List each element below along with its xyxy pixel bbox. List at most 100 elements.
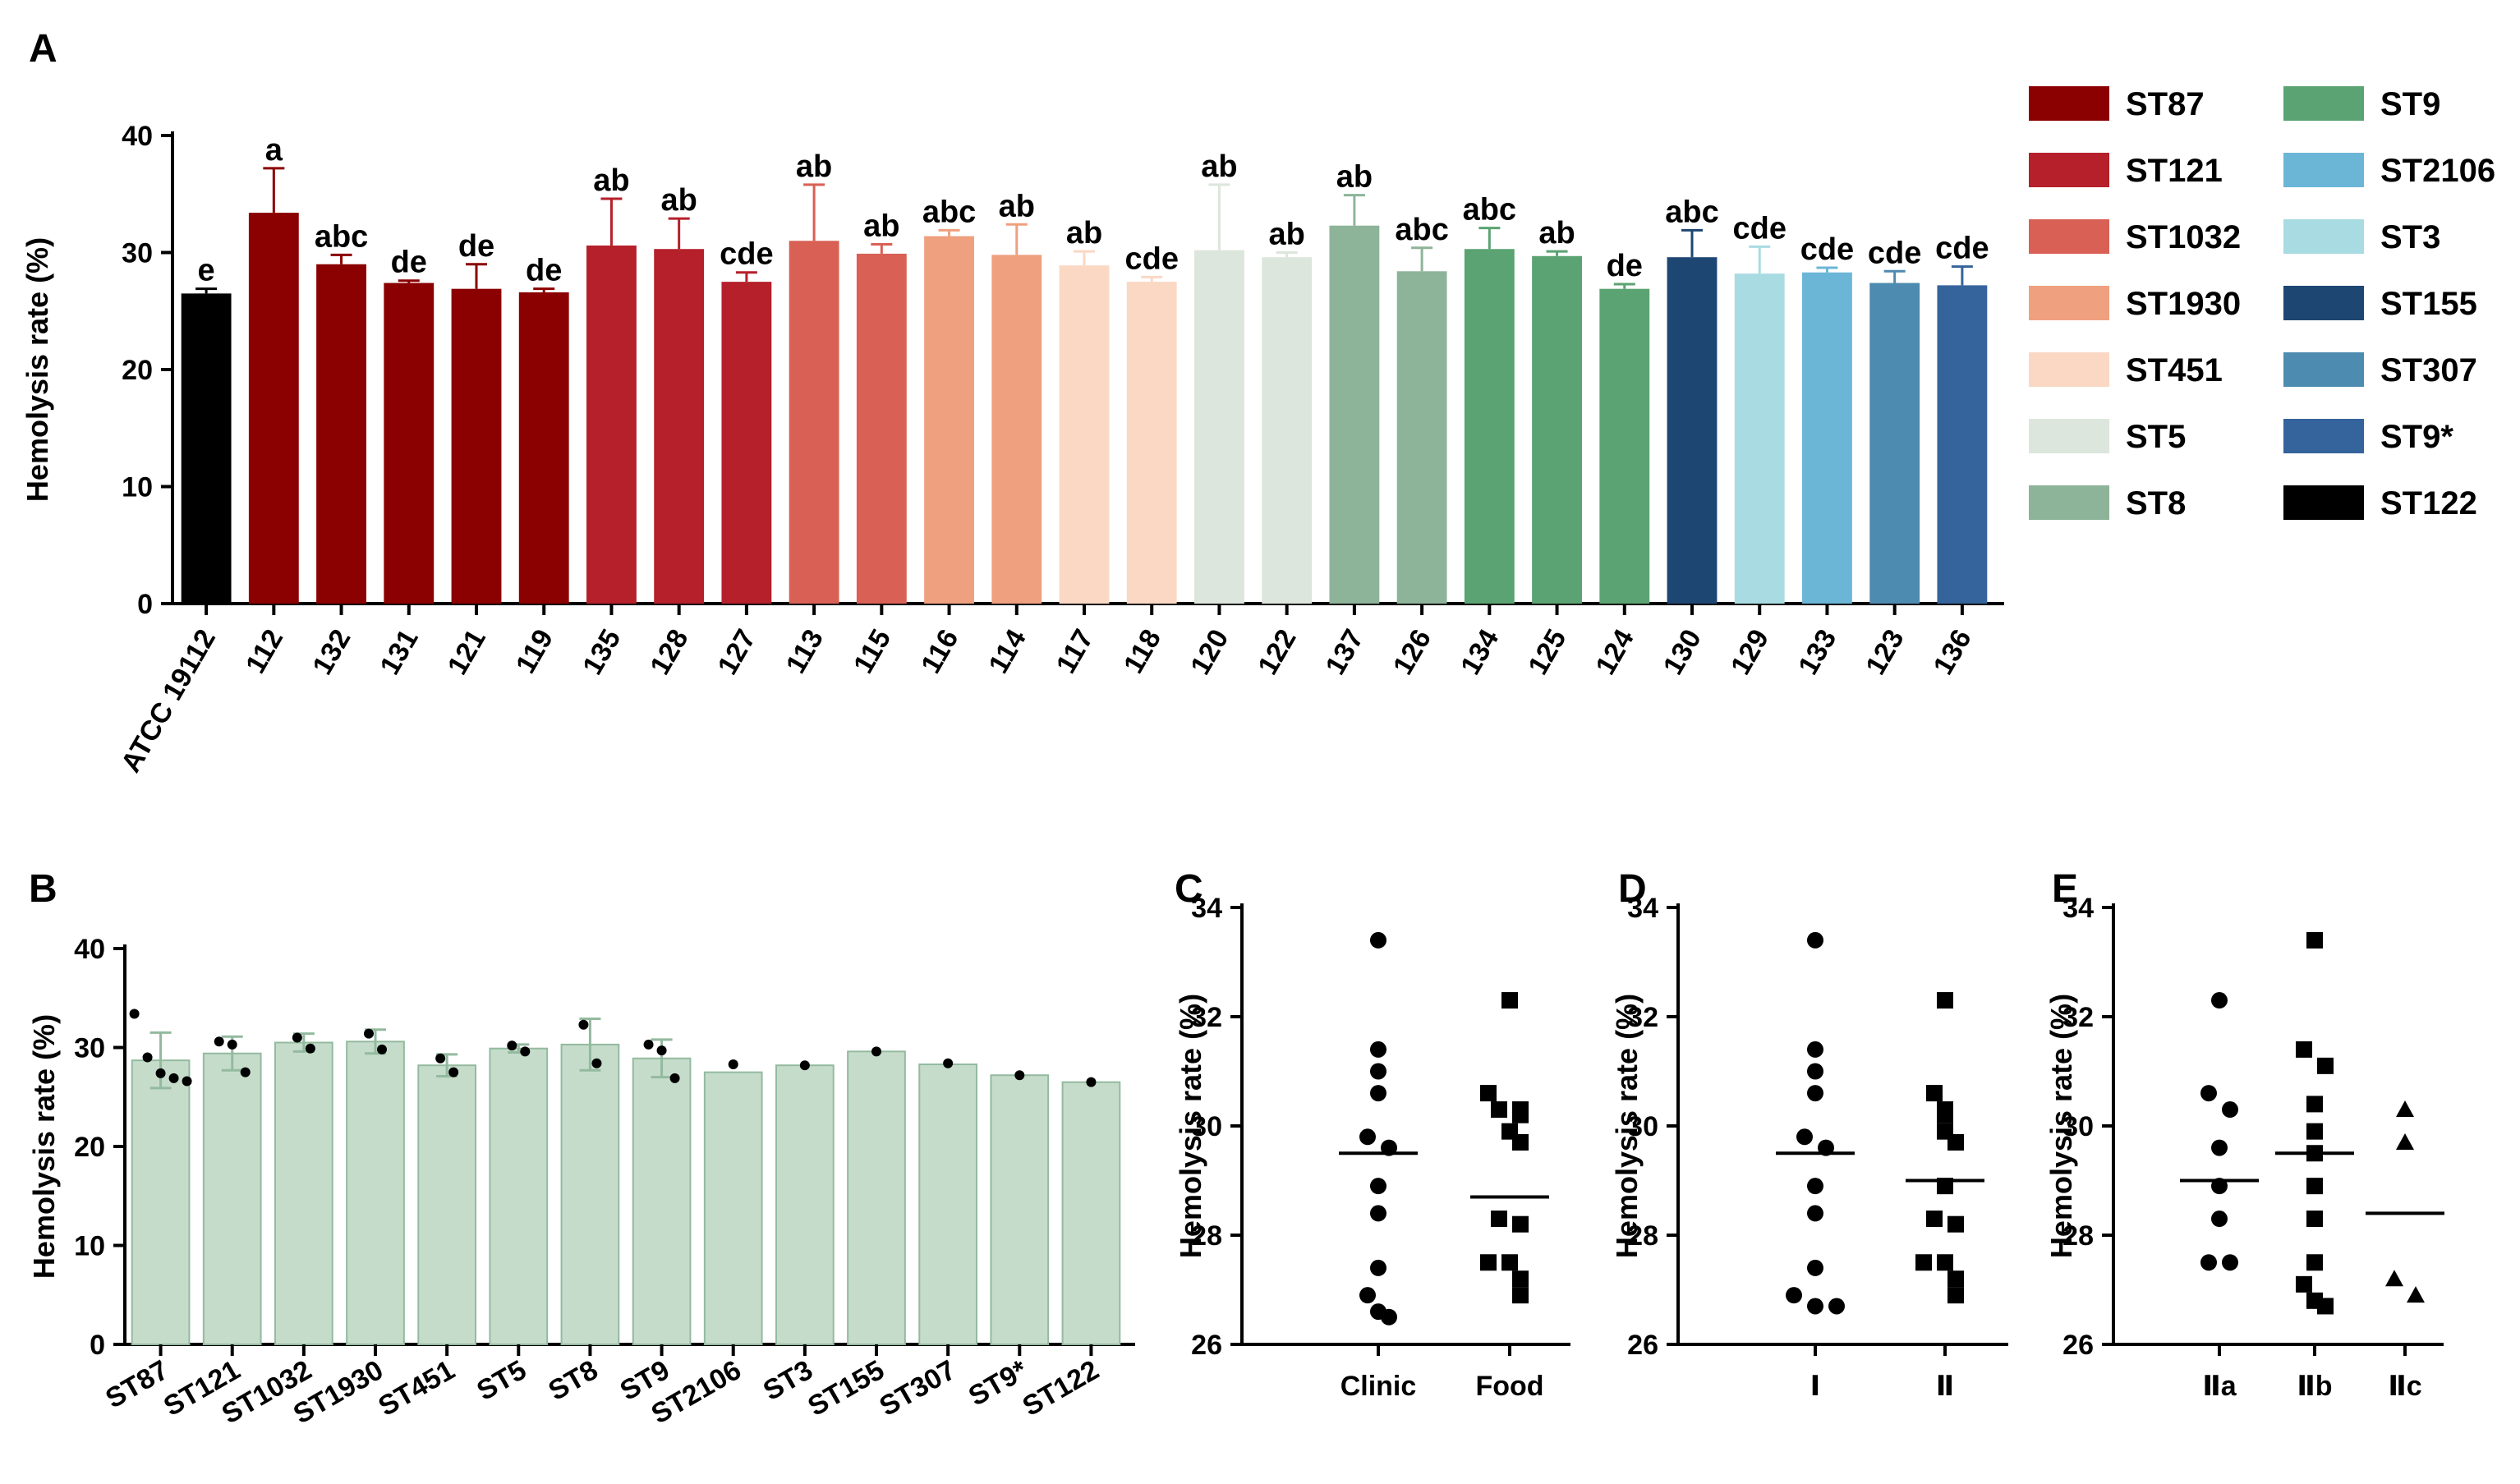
panel-a-x-tick-label: 124 xyxy=(1589,624,1639,680)
panel-c-data-point xyxy=(1370,1041,1386,1058)
panel-a-bar-122 xyxy=(1262,257,1313,604)
panel-d-data-point xyxy=(1937,1106,1953,1123)
panel-e-y-tick-label: 32 xyxy=(2062,1002,2094,1033)
panel-a-x-tick-label: 135 xyxy=(577,624,627,680)
panel-b-data-point xyxy=(364,1028,374,1039)
panel-d-data-point xyxy=(1937,1254,1953,1271)
panel-a-x-tick-label: 122 xyxy=(1252,624,1302,680)
panel-b-data-point xyxy=(1014,1070,1025,1081)
panel-e-data-point xyxy=(2306,1178,2323,1195)
panel-a-x-tick-label: 112 xyxy=(240,624,289,679)
panel-d-data-point xyxy=(1807,1205,1823,1222)
legend-swatch-ST8 xyxy=(2029,485,2109,520)
panel-e-data-point xyxy=(2306,1123,2323,1140)
panel-a-x-tick-label: ATCC 19112 xyxy=(115,624,222,778)
panel-b-letter: B xyxy=(29,867,57,911)
panel-a-bar-116 xyxy=(924,236,974,604)
panel-b-data-point xyxy=(1086,1077,1097,1087)
panel-a-x-tick-label: 127 xyxy=(712,624,762,680)
panel-a-bar-119 xyxy=(518,292,569,604)
panel-e-data-point xyxy=(2200,1254,2217,1271)
panel-b-x-tick-label: ST451 xyxy=(373,1354,460,1422)
panel-a-bar-118 xyxy=(1126,282,1177,604)
panel-b-bar-ST1032 xyxy=(274,1041,333,1345)
panel-d-data-point xyxy=(1786,1287,1802,1304)
panel-a-significance-label: abc xyxy=(922,195,976,229)
legend-swatch-ST5 xyxy=(2029,419,2109,453)
panel-b-data-point xyxy=(728,1059,738,1069)
panel-a-significance-label: abc xyxy=(1665,195,1718,229)
panel-b-data-point xyxy=(871,1046,881,1057)
panel-e-data-point xyxy=(2396,1100,2414,1118)
panel-d-y-tick-label: 28 xyxy=(1627,1220,1658,1252)
panel-a-x-tick-label: 125 xyxy=(1522,624,1572,680)
legend-swatch-ST9* xyxy=(2283,419,2364,453)
panel-d-x-tick-label: Ⅰ xyxy=(1810,1371,1821,1402)
panel-b-data-point xyxy=(799,1060,810,1071)
panel-b-x-tick-label: ST8 xyxy=(543,1354,603,1407)
panel-b-x-tick-label: ST87 xyxy=(100,1354,173,1415)
panel-a-x-tick-label: 131 xyxy=(374,624,424,680)
panel-a-bar-117 xyxy=(1059,265,1110,604)
panel-b-x-tick-label: ST155 xyxy=(802,1354,890,1422)
panel-c-data-point xyxy=(1480,1254,1497,1271)
panel-e-x-tick-label: Ⅱb xyxy=(2297,1371,2332,1402)
panel-a-bar-129 xyxy=(1734,273,1785,604)
panel-e-y-tick-label: 28 xyxy=(2062,1220,2094,1252)
panel-e-data-point xyxy=(2306,1254,2323,1271)
panel-b-y-tick-label: 10 xyxy=(74,1231,105,1262)
panel-a-bar-115 xyxy=(856,253,907,604)
panel-a-letter: A xyxy=(29,27,57,71)
panel-b-data-point xyxy=(142,1052,153,1063)
panel-c-letter: C xyxy=(1175,867,1203,911)
panel-d-data-point xyxy=(1926,1085,1943,1102)
panel-b-y-tick-label: 20 xyxy=(74,1132,105,1163)
panel-a-significance-label: abc xyxy=(1395,213,1448,247)
panel-e-data-point xyxy=(2317,1298,2334,1315)
panel-a-y-tick-label: 10 xyxy=(122,472,153,503)
panel-e-data-point xyxy=(2306,1211,2323,1228)
panel-c-data-point xyxy=(1501,992,1518,1009)
panel-a-x-tick-label: 133 xyxy=(1792,624,1842,680)
panel-a-significance-label: ab xyxy=(1268,218,1304,252)
panel-a-y-tick-label: 30 xyxy=(122,238,153,269)
panel-a-x-tick-label: 114 xyxy=(982,624,1032,679)
panel-d-data-point xyxy=(1947,1215,1964,1233)
panel-a-significance-label: de xyxy=(458,229,494,264)
panel-a-significance-label: ab xyxy=(1336,160,1373,195)
panel-c-data-point xyxy=(1480,1085,1497,1102)
panel-b-x-tick-label: ST307 xyxy=(874,1354,961,1422)
panel-a-bar-133 xyxy=(1802,272,1852,604)
legend-label-ST451: ST451 xyxy=(2126,352,2223,388)
panel-b-data-point xyxy=(292,1032,302,1043)
legend-label-ST87: ST87 xyxy=(2126,86,2205,122)
panel-b-bar-ST121 xyxy=(202,1052,262,1345)
panel-a-x-tick-label: 137 xyxy=(1320,624,1370,680)
panel-b-data-point xyxy=(643,1039,654,1050)
legend-swatch-ST1032 xyxy=(2029,219,2109,254)
panel-b-data-point xyxy=(182,1076,192,1087)
panel-a-significance-label: cde xyxy=(1868,236,1921,270)
panel-d-data-point xyxy=(1947,1133,1964,1151)
panel-a-x-tick-label: 128 xyxy=(644,624,694,680)
panel-a-significance-label: cde xyxy=(720,237,773,272)
legend-swatch-ST122 xyxy=(2283,485,2364,520)
panel-b-bar-ST155 xyxy=(847,1050,906,1345)
panel-a-significance-label: abc xyxy=(315,219,368,254)
panel-a-y-axis-title: Hemolysis rate (%) xyxy=(21,237,54,502)
legend-label-ST1032: ST1032 xyxy=(2126,219,2241,255)
legend-label-ST1930: ST1930 xyxy=(2126,286,2241,322)
panel-e-x-tick-label: Ⅱc xyxy=(2388,1371,2421,1402)
legend-label-ST307: ST307 xyxy=(2380,352,2477,388)
panel-a-x-tick-label: 126 xyxy=(1387,624,1437,680)
panel-d-data-point xyxy=(1807,1085,1823,1102)
panel-b-data-point xyxy=(129,1008,140,1019)
panel-a-x-tick-label: 113 xyxy=(780,624,830,679)
legend-label-ST121: ST121 xyxy=(2126,153,2223,189)
legend-swatch-ST1930 xyxy=(2029,286,2109,320)
panel-a-bar-113 xyxy=(789,241,839,604)
panel-b-data-point xyxy=(520,1046,531,1057)
panel-b-data-point xyxy=(214,1036,224,1047)
panel-a-bar-135 xyxy=(586,245,637,604)
panel-b-data-point xyxy=(448,1067,459,1077)
